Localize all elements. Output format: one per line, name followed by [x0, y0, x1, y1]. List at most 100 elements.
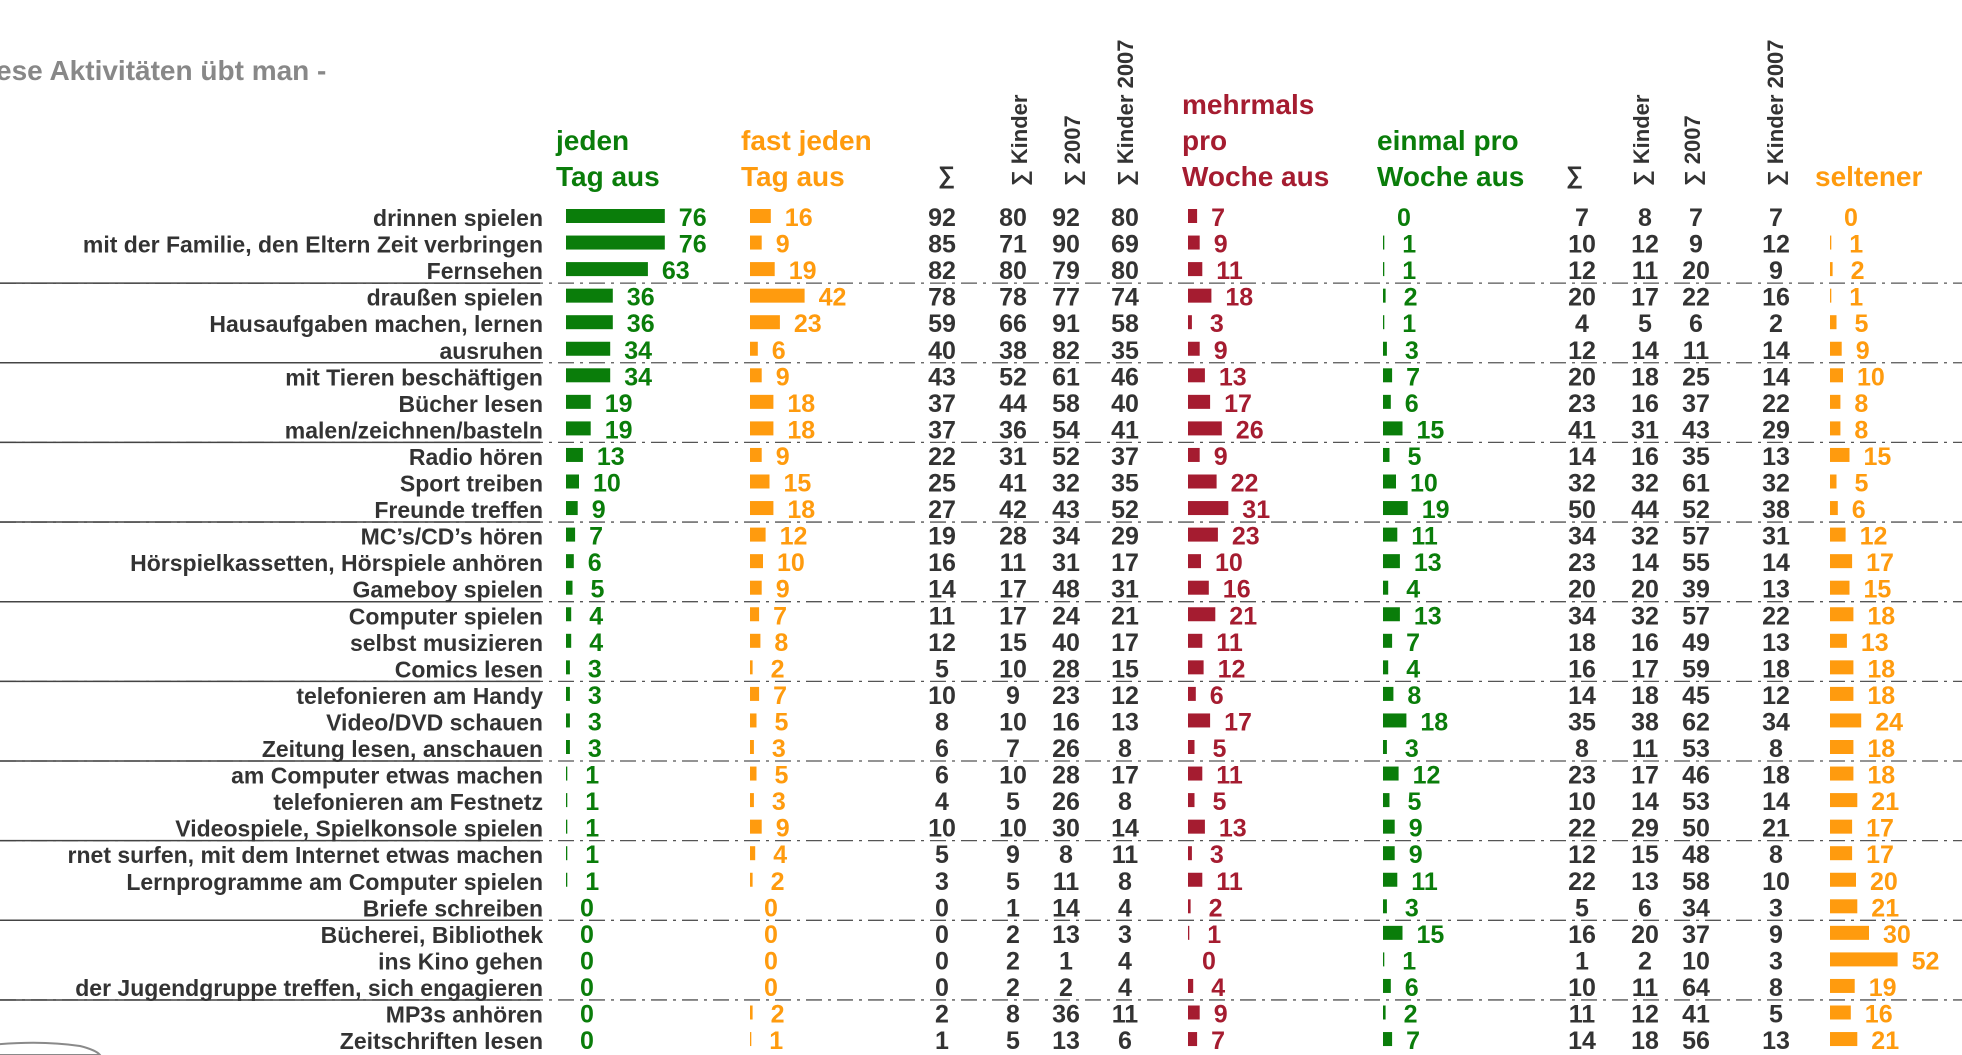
value-y2007_2: 9 — [1689, 231, 1703, 259]
value-daily: 3 — [588, 735, 602, 763]
value-kinder2007_2: 14 — [1762, 337, 1790, 365]
value-y2007_2: 57 — [1682, 523, 1710, 551]
corner-button-shape — [0, 1041, 102, 1055]
activity-label: Computer spielen — [349, 603, 543, 629]
bar-several_weekly — [1188, 1005, 1200, 1020]
value-y2007_1: 52 — [1052, 443, 1080, 471]
value-kinder2007_1: 40 — [1111, 390, 1139, 418]
value-kinder1: 38 — [999, 337, 1027, 365]
value-daily: 0 — [580, 894, 594, 922]
value-once_weekly: 19 — [1422, 496, 1450, 524]
bar-several_weekly — [1188, 633, 1203, 648]
bar-daily — [566, 262, 648, 277]
value-almost_daily: 6 — [772, 337, 786, 365]
value-sum2: 5 — [1575, 894, 1589, 922]
value-several_weekly: 2 — [1209, 894, 1223, 922]
value-several_weekly: 26 — [1236, 416, 1264, 444]
value-several_weekly: 23 — [1232, 523, 1260, 551]
activity-label: am Computer etwas machen — [231, 763, 543, 789]
value-kinder2007_2: 14 — [1762, 363, 1790, 391]
value-y2007_2: 46 — [1682, 762, 1710, 790]
value-almost_daily: 19 — [789, 257, 817, 285]
bar-once_weekly — [1383, 660, 1389, 675]
bar-once_weekly — [1383, 554, 1400, 569]
value-y2007_2: 37 — [1682, 390, 1710, 418]
bar-rarely — [1830, 978, 1855, 993]
bar-several_weekly — [1188, 341, 1200, 356]
value-kinder2007_1: 41 — [1111, 416, 1139, 444]
bar-almost_daily — [750, 740, 754, 754]
value-kinder2007_1: 3 — [1118, 921, 1132, 949]
value-almost_daily: 1 — [769, 1027, 783, 1055]
value-almost_daily: 9 — [776, 443, 790, 471]
value-sum2: 20 — [1568, 576, 1596, 604]
bar-several_weekly — [1188, 660, 1204, 675]
value-daily: 9 — [592, 496, 606, 524]
table-row: Briefe schreiben 0 0 2 3 21 0 1 14 4 5 6 34 3 — [363, 894, 1899, 922]
bar-several_weekly — [1188, 978, 1194, 993]
value-daily: 34 — [624, 363, 652, 391]
bar-several_weekly — [1188, 235, 1200, 250]
value-sum1: 0 — [935, 921, 949, 949]
header-almost-daily: fast jeden Tag aus — [741, 125, 872, 192]
value-kinder2: 14 — [1631, 788, 1659, 816]
bar-once_weekly — [1383, 580, 1389, 595]
value-almost_daily: 7 — [773, 602, 787, 630]
bar-rarely — [1830, 872, 1856, 887]
value-kinder2: 29 — [1631, 815, 1659, 843]
header-almost-daily-line1: fast jeden — [741, 125, 872, 156]
table-row: selbst musizieren 4 8 11 7 13 12 15 40 17 18 16 49 13 — [350, 629, 1889, 657]
value-sum2: 16 — [1568, 655, 1596, 683]
value-rarely: 6 — [1852, 496, 1866, 524]
value-y2007_1: 23 — [1052, 682, 1080, 710]
value-sum2: 7 — [1575, 204, 1589, 232]
bar-rarely — [1830, 925, 1869, 940]
value-kinder2: 18 — [1631, 682, 1659, 710]
value-sum2: 12 — [1568, 841, 1596, 869]
value-sum1: 78 — [928, 284, 956, 312]
corner-button-decoration — [0, 1041, 102, 1055]
value-once_weekly: 11 — [1411, 523, 1438, 551]
value-kinder1: 1 — [1006, 894, 1020, 922]
value-daily: 63 — [662, 257, 690, 285]
bar-daily — [566, 474, 579, 489]
table-row: Bücher lesen 19 18 17 6 8 37 44 58 40 23 16 37 22 — [399, 390, 1869, 418]
value-daily: 1 — [585, 788, 599, 816]
value-sum2: 34 — [1568, 602, 1596, 630]
activity-label: Bücher lesen — [399, 391, 543, 417]
activity-label: MC’s/CD’s hören — [361, 524, 543, 550]
value-once_weekly: 4 — [1406, 576, 1420, 604]
activity-label: telefonieren am Handy — [296, 683, 543, 709]
bar-daily — [566, 527, 576, 542]
bar-daily — [566, 209, 665, 223]
table-row: Bücherei, Bibliothek 0 0 1 15 30 0 2 13 3 16 20 37 9 — [321, 921, 1911, 949]
value-rarely: 2 — [1851, 257, 1865, 285]
bar-almost_daily — [750, 421, 774, 436]
value-kinder1: 5 — [1006, 1027, 1020, 1055]
value-several_weekly: 9 — [1214, 1001, 1228, 1029]
value-almost_daily: 4 — [773, 841, 787, 869]
value-kinder2007_2: 13 — [1762, 443, 1790, 471]
value-almost_daily: 2 — [771, 655, 785, 683]
value-sum1: 16 — [928, 549, 956, 577]
value-sum1: 25 — [928, 470, 956, 498]
value-once_weekly: 2 — [1404, 1001, 1418, 1029]
value-kinder2007_2: 13 — [1762, 576, 1790, 604]
chart-title: ese Aktivitäten übt man - — [0, 55, 326, 86]
value-sum2: 10 — [1568, 788, 1596, 816]
header-sum-2: ∑ — [1566, 162, 1583, 189]
value-y2007_1: 13 — [1052, 1027, 1080, 1055]
value-several_weekly: 31 — [1242, 496, 1270, 524]
value-kinder2007_1: 4 — [1118, 974, 1132, 1002]
value-kinder2007_1: 4 — [1118, 947, 1132, 975]
bar-almost_daily — [750, 766, 757, 781]
bar-daily — [566, 846, 568, 861]
bar-rarely — [1830, 846, 1853, 861]
value-kinder2: 12 — [1631, 1001, 1659, 1029]
activity-label: mit der Familie, den Eltern Zeit verbrin… — [83, 232, 543, 258]
value-several_weekly: 6 — [1210, 682, 1224, 710]
value-y2007_2: 48 — [1682, 841, 1710, 869]
bar-rarely — [1830, 554, 1853, 569]
value-once_weekly: 9 — [1409, 841, 1423, 869]
table-row: draußen spielen 36 42 18 2 1 78 78 77 74 20 17 22 16 — [367, 284, 1864, 312]
